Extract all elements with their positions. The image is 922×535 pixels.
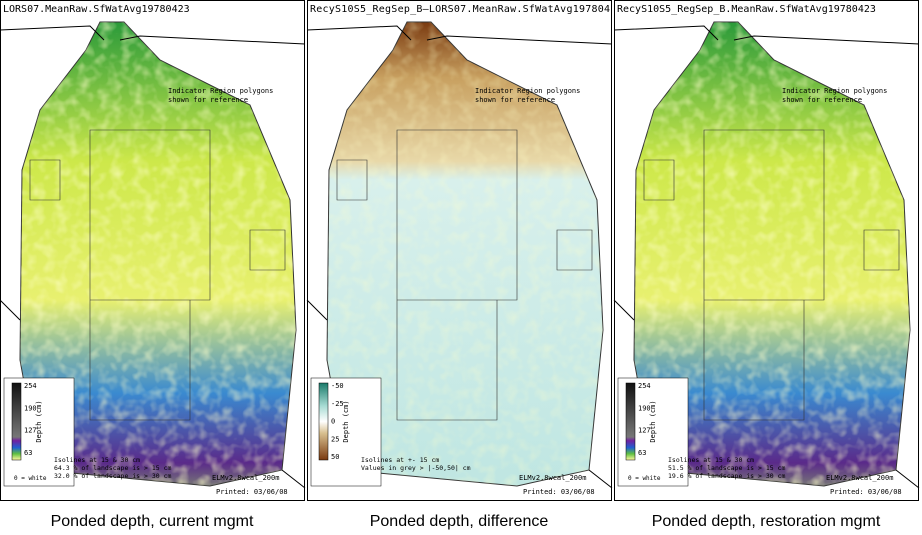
colorbar-tick-label: 254 xyxy=(638,382,651,390)
printed-date: Printed: 03/06/08 xyxy=(216,488,288,496)
colorbar-label: Depth (cm) xyxy=(342,400,350,442)
colorbar xyxy=(626,383,635,460)
model-name: ELMv2.8wcal_200m xyxy=(826,474,893,482)
reference-note: Indicator Region polygons xyxy=(168,87,273,95)
stats-line: Values in grey > |-50,50| cm xyxy=(361,464,471,472)
stats-line: Isolines at +- 15 cm xyxy=(361,456,439,464)
stats-line: 32.0 % of landscape is > 30 cm xyxy=(54,472,171,480)
panel-title: RecyS10S5_RegSep_B—LORS07.MeanRaw.SfWatA… xyxy=(310,4,610,15)
printed-date: Printed: 03/06/08 xyxy=(523,488,595,496)
map-panel: RecyS10S5_RegSep_B—LORS07.MeanRaw.SfWatA… xyxy=(307,1,612,501)
zero-note: 0 = white xyxy=(14,475,47,482)
printed-date: Printed: 03/06/08 xyxy=(830,488,902,496)
reference-note: shown for reference xyxy=(168,96,248,104)
model-name: ELMv2.8wcal_200m xyxy=(212,474,279,482)
reference-note: shown for reference xyxy=(782,96,862,104)
colorbar-tick-label: 63 xyxy=(24,449,32,457)
colorbar-tick-label: 63 xyxy=(638,449,646,457)
reference-note: Indicator Region polygons xyxy=(475,87,580,95)
colorbar-label: Depth (cm) xyxy=(649,400,657,442)
figure: LORS07.MeanRaw.SfWatAvg19780423 Indicator… xyxy=(0,0,922,535)
stats-line: 51.5 % of landscape is > 15 cm xyxy=(668,464,785,472)
panel-caption: Ponded depth, difference xyxy=(370,513,549,530)
colorbar-label: Depth (cm) xyxy=(35,400,43,442)
colorbar-tick-label: 25 xyxy=(331,435,339,443)
model-name: ELMv2.8wcal_200m xyxy=(519,474,586,482)
colorbar-tick-label: -50 xyxy=(331,382,344,390)
map-panel: RecyS10S5_RegSep_B.MeanRaw.SfWatAvg19780… xyxy=(614,1,919,501)
map-panel: LORS07.MeanRaw.SfWatAvg19780423 Indicator… xyxy=(0,1,305,501)
reference-note: shown for reference xyxy=(475,96,555,104)
colorbar xyxy=(319,383,328,460)
colorbar xyxy=(12,383,21,460)
zero-note: 0 = white xyxy=(628,475,661,482)
colorbar-tick-label: 0 xyxy=(331,418,335,426)
stats-line: Isolines at 15 & 30 cm xyxy=(54,456,140,464)
panel-caption: Ponded depth, restoration mgmt xyxy=(652,513,881,530)
stats-line: 64.3 % of landscape is > 15 cm xyxy=(54,464,171,472)
colorbar-tick-label: 254 xyxy=(24,382,37,390)
colorbar-tick-label: 50 xyxy=(331,453,339,461)
panel-caption: Ponded depth, current mgmt xyxy=(51,513,254,530)
stats-line: 19.6 % of landscape is > 30 cm xyxy=(668,472,785,480)
reference-note: Indicator Region polygons xyxy=(782,87,887,95)
panel-title: LORS07.MeanRaw.SfWatAvg19780423 xyxy=(3,4,190,15)
panel-title: RecyS10S5_RegSep_B.MeanRaw.SfWatAvg19780… xyxy=(617,4,876,15)
stats-line: Isolines at 15 & 30 cm xyxy=(668,456,754,464)
